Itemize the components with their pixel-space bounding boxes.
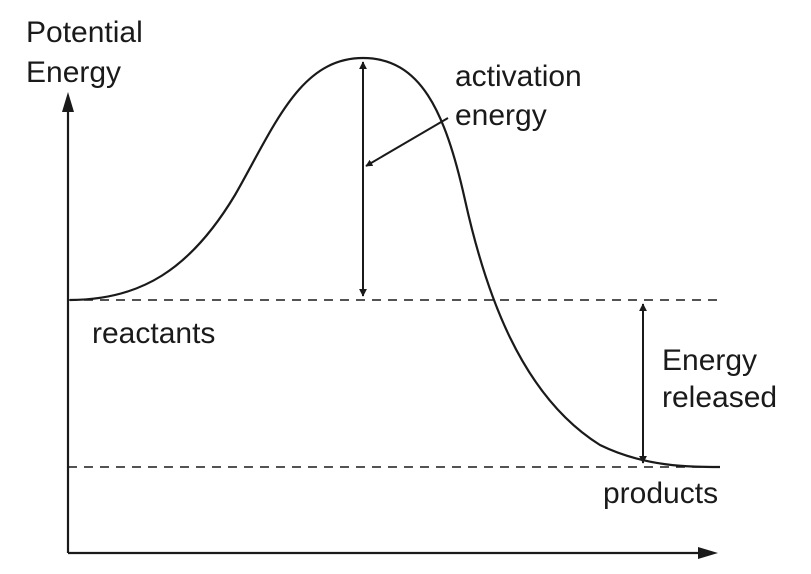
energy-released-label-line-2: released xyxy=(662,381,777,414)
y-axis-label-line-1: Potential xyxy=(26,16,143,49)
products-label: products xyxy=(603,477,718,510)
energy-curve xyxy=(69,56,721,469)
x-axis-arrowhead xyxy=(698,547,718,559)
activation-energy-pointer xyxy=(365,117,449,167)
reactants-label: reactants xyxy=(92,317,215,350)
activation-energy-label-line-1: activation xyxy=(455,60,582,93)
y-axis-arrowhead xyxy=(62,92,74,112)
activation-energy-label-line-2: energy xyxy=(455,99,547,132)
energy-released-label-line-1: Energy xyxy=(662,344,757,377)
y-axis-label-line-2: Energy xyxy=(26,56,121,89)
